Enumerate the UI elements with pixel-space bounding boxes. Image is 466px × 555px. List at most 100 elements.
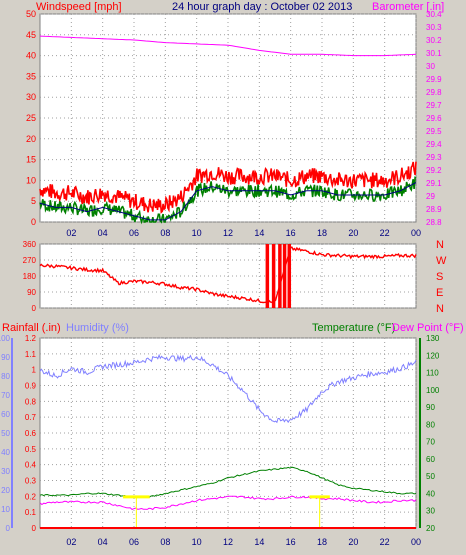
humidity-y-tick-label: 100 <box>0 334 11 343</box>
rainfall-y-tick-label: 1.2 <box>25 334 37 343</box>
humidity-y-tick-label: 30 <box>1 467 10 476</box>
wind-x-tick-label: 20 <box>348 228 358 238</box>
temperature-y-tick-label: 60 <box>426 455 435 464</box>
climate-x-tick-label: 16 <box>286 537 296 547</box>
humidity-y-tick-label: 70 <box>1 391 10 400</box>
barometer-y-tick-label: 30.2 <box>426 36 442 45</box>
humidity-y-tick-label: 90 <box>1 353 10 362</box>
windspeed-axis-label: Windspeed [mph] <box>36 1 122 13</box>
compass-tick-label: E <box>436 287 443 299</box>
wind-x-tick-label: 02 <box>66 228 76 238</box>
humidity-y-tick-label: 80 <box>1 372 10 381</box>
climate-x-tick-label: 06 <box>129 537 139 547</box>
humidity-y-tick-label: 10 <box>1 505 10 514</box>
humidity-axis-label: Humidity (%) <box>66 322 129 334</box>
wind-gust-line <box>39 161 417 214</box>
barometer-y-tick-label: 29.2 <box>426 166 442 175</box>
direction-y-tick-label: 180 <box>23 272 37 281</box>
temperature-y-tick-label: 30 <box>426 507 435 516</box>
wind-speed-line <box>39 176 417 225</box>
wind-x-tick-label: 06 <box>129 228 139 238</box>
wind-y-tick-label: 0 <box>31 217 36 227</box>
barometer-y-tick-label: 29.6 <box>426 114 442 123</box>
wind-x-tick-label: 12 <box>223 228 233 238</box>
temperature-y-tick-label: 120 <box>426 351 440 360</box>
barometer-y-tick-label: 30.4 <box>426 10 442 19</box>
humidity-y-tick-label: 20 <box>1 486 10 495</box>
rainfall-y-tick-label: 0.2 <box>25 492 37 501</box>
compass-tick-label: N <box>436 239 444 251</box>
humidity-y-tick-label: 0 <box>6 524 11 533</box>
humidity-y-tick-label: 60 <box>1 410 10 419</box>
climate-x-tick-label: 20 <box>348 537 358 547</box>
temperature-y-tick-label: 70 <box>426 438 435 447</box>
wind-y-tick-label: 5 <box>31 196 36 206</box>
direction-y-tick-label: 90 <box>27 288 36 297</box>
wind-x-tick-label: 10 <box>192 228 202 238</box>
barometer-y-tick-label: 29.3 <box>426 153 442 162</box>
dewpoint-axis-label: Dew Point (°F) <box>392 322 464 334</box>
barometer-y-tick-label: 29.4 <box>426 140 442 149</box>
wind-y-tick-label: 20 <box>26 134 36 144</box>
wind-y-tick-label: 35 <box>26 71 36 81</box>
wind-x-tick-label: 14 <box>254 228 264 238</box>
direction-wrap-spike <box>287 244 292 308</box>
humidity-y-tick-label: 50 <box>1 429 10 438</box>
direction-wrap-spike <box>271 244 276 308</box>
climate-x-tick-label: 14 <box>254 537 264 547</box>
rainfall-y-tick-label: 1 <box>32 366 37 375</box>
direction-line <box>39 246 417 305</box>
wind-x-tick-label: 18 <box>317 228 327 238</box>
temperature-y-tick-label: 100 <box>426 386 440 395</box>
climate-x-tick-label: 08 <box>160 537 170 547</box>
wind-y-tick-label: 10 <box>26 175 36 185</box>
temperature-y-tick-label: 130 <box>426 334 440 343</box>
compass-tick-label: W <box>436 255 447 267</box>
barometer-y-tick-label: 30.1 <box>426 49 442 58</box>
rainfall-y-tick-label: 0.9 <box>25 382 37 391</box>
rainfall-y-tick-label: 0.5 <box>25 445 37 454</box>
wind-y-tick-label: 50 <box>26 9 36 19</box>
temperature-axis-label: Temperature (°F) <box>312 322 395 334</box>
barometer-y-tick-label: 29.7 <box>426 101 442 110</box>
wind-y-tick-label: 40 <box>26 51 36 61</box>
wind-y-tick-label: 15 <box>26 155 36 165</box>
barometer-y-tick-label: 29.5 <box>426 127 442 136</box>
barometer-y-tick-label: 29.1 <box>426 179 442 188</box>
temperature-y-tick-label: 40 <box>426 489 435 498</box>
direction-wrap-spike <box>265 244 270 308</box>
barometer-axis-label: Barometer [.in] <box>372 1 444 13</box>
wind-y-tick-label: 25 <box>26 113 36 123</box>
wind-x-tick-label: 04 <box>98 228 108 238</box>
barometer-y-tick-label: 30.3 <box>426 23 442 32</box>
temperature-line <box>39 466 417 499</box>
direction-y-tick-label: 270 <box>23 256 37 265</box>
direction-wrap-spike <box>278 244 282 308</box>
rainfall-y-tick-label: 0.6 <box>25 429 37 438</box>
barometer-y-tick-label: 28.9 <box>426 205 442 214</box>
barometer-y-tick-label: 29.8 <box>426 88 442 97</box>
wind-y-tick-label: 45 <box>26 30 36 40</box>
climate-x-tick-label: 18 <box>317 537 327 547</box>
rainfall-y-tick-label: 0.4 <box>25 461 37 470</box>
climate-x-tick-label: 12 <box>223 537 233 547</box>
barometer-line <box>39 35 417 57</box>
barometer-y-tick-label: 28.8 <box>426 218 442 227</box>
compass-tick-label: N <box>436 303 444 315</box>
temperature-y-tick-label: 80 <box>426 420 435 429</box>
chart-title: 24 hour graph day : October 02 2013 <box>172 1 352 13</box>
rainfall-y-tick-label: 0.7 <box>25 413 37 422</box>
rainfall-axis-label: Rainfall (.in) <box>2 322 61 334</box>
rainfall-y-tick-label: 0.3 <box>25 477 37 486</box>
climate-x-tick-label: 02 <box>66 537 76 547</box>
wind-x-tick-label: 22 <box>380 228 390 238</box>
climate-x-tick-label: 00 <box>411 537 421 547</box>
direction-y-tick-label: 0 <box>32 304 37 313</box>
wind-x-tick-label: 00 <box>411 228 421 238</box>
rainfall-y-tick-label: 0.8 <box>25 397 37 406</box>
barometer-y-tick-label: 29.9 <box>426 75 442 84</box>
climate-x-tick-label: 04 <box>98 537 108 547</box>
dewpoint-line <box>39 495 417 511</box>
